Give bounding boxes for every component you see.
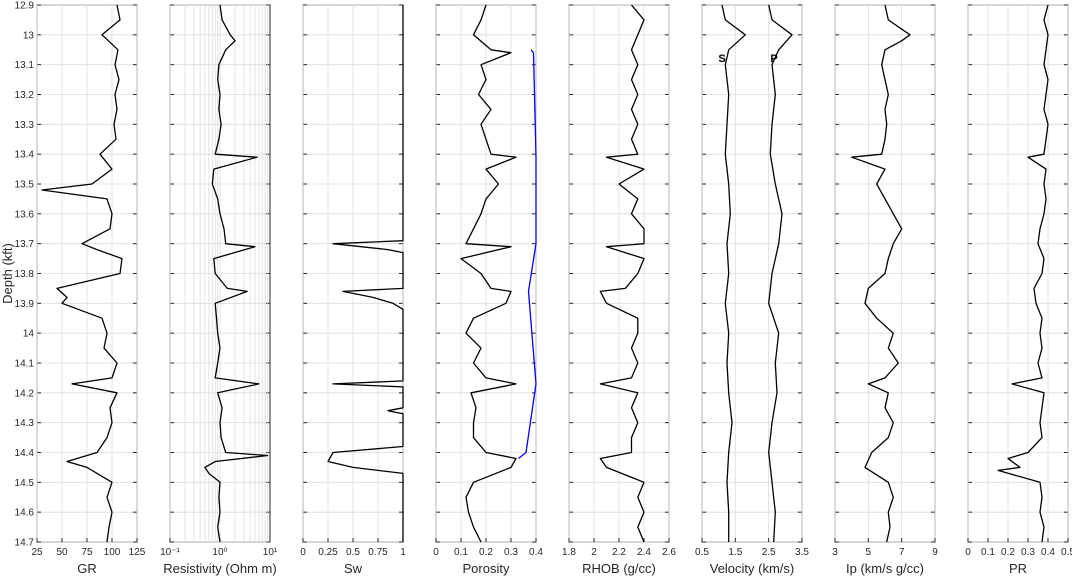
y-tick-label: 14.6 (15, 508, 35, 519)
x-tick-label: 1 (400, 547, 406, 558)
x-tick-label: 0.3 (1021, 547, 1035, 558)
y-tick-label: 13.3 (15, 120, 35, 131)
x-tick-label: 2.2 (612, 547, 626, 558)
x-tick-label: 0.1 (981, 547, 995, 558)
x-tick-label: 2.5 (762, 547, 776, 558)
series-line (768, 4, 793, 543)
y-tick-label: 14.3 (15, 418, 35, 429)
y-tick-label: 13.1 (15, 60, 35, 71)
series-line (851, 4, 911, 543)
x-tick-label: 2 (591, 547, 597, 558)
x-tick-label: 0.2 (1001, 547, 1015, 558)
y-tick-label: 13.7 (15, 239, 35, 250)
x-tick-label: 10⁰ (212, 547, 227, 558)
x-tick-label: 0 (300, 547, 306, 558)
x-tick-label: 10¹ (263, 547, 278, 558)
x-tick-label: 0 (965, 547, 971, 558)
y-tick-label: 14.5 (15, 478, 35, 489)
x-tick-label: 1.5 (728, 547, 742, 558)
x-tick-label: 75 (81, 547, 93, 558)
x-tick-label: 2.6 (662, 547, 676, 558)
y-tick-label: 14 (23, 329, 35, 340)
x-tick-label: 50 (56, 547, 68, 558)
x-tick-label: 7 (899, 547, 905, 558)
x-tick-label: 0.1 (454, 547, 468, 558)
y-tick-label: 14.1 (15, 359, 35, 370)
y-tick-label: 14.4 (15, 448, 35, 459)
x-tick-label: 0.75 (368, 547, 388, 558)
y-tick-label: 13.9 (15, 299, 35, 310)
x-tick-label: 0.5 (695, 547, 709, 558)
series-annotation: P (770, 53, 777, 65)
x-axis-title: Porosity (463, 561, 510, 576)
y-tick-label: 13.4 (15, 150, 35, 161)
series-annotation: S (718, 53, 725, 65)
x-tick-label: 125 (129, 547, 146, 558)
x-tick-label: 10⁻¹ (160, 547, 180, 558)
x-tick-label: 25 (31, 547, 43, 558)
x-axis-title: RHOB (g/cc) (582, 561, 656, 576)
x-axis-title: GR (77, 561, 97, 576)
series-line (599, 4, 645, 543)
x-tick-label: 0.2 (479, 547, 493, 558)
x-tick-label: 0.4 (529, 547, 543, 558)
x-tick-label: 3 (832, 547, 838, 558)
x-axis-title: Sw (344, 561, 363, 576)
series-line (721, 4, 746, 542)
x-tick-label: 5 (866, 547, 872, 558)
y-tick-label: 14.7 (15, 538, 35, 549)
y-tick-label: 13.5 (15, 180, 35, 191)
x-tick-label: 0.5 (346, 547, 360, 558)
x-tick-label: 0.4 (1041, 547, 1055, 558)
series-line (997, 4, 1049, 543)
x-axis-title: Velocity (km/s) (710, 561, 795, 576)
x-tick-label: 0.5 (1061, 547, 1072, 558)
y-tick-label: 13.2 (15, 90, 35, 101)
x-tick-label: 0.3 (504, 547, 518, 558)
x-tick-label: 0.25 (318, 547, 338, 558)
x-axis-title: Ip (km/s g/cc) (846, 561, 924, 576)
x-tick-label: 3.5 (795, 547, 809, 558)
series-line (460, 4, 517, 543)
x-axis-title: PR (1009, 561, 1027, 576)
series-line (518, 49, 537, 460)
y-tick-label: 13 (23, 30, 35, 41)
series-line (41, 4, 123, 543)
x-tick-label: 1.8 (562, 547, 576, 558)
x-tick-label: 0 (433, 547, 439, 558)
x-tick-label: 2.4 (637, 547, 651, 558)
series-line (204, 4, 269, 543)
x-axis-title: Resistivity (Ohm m) (163, 561, 276, 576)
x-tick-label: 100 (104, 547, 121, 558)
y-tick-label: 12.9 (15, 1, 35, 12)
y-tick-label: 13.6 (15, 209, 35, 220)
x-tick-label: 9 (932, 547, 938, 558)
y-tick-label: 14.2 (15, 388, 35, 399)
y-axis-title: Depth (kft) (0, 243, 15, 304)
series-line (327, 5, 404, 542)
y-tick-label: 13.8 (15, 269, 35, 280)
